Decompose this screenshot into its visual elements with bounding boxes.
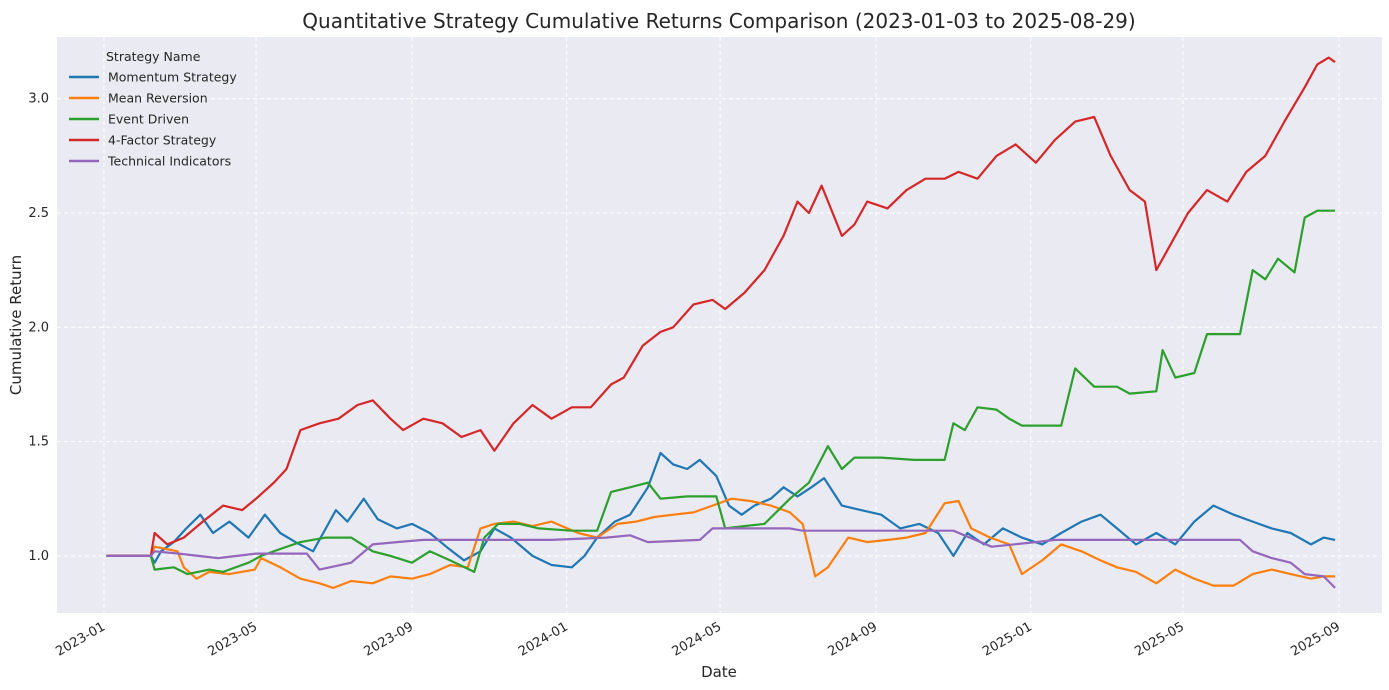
- legend-label-technical-indicators: Technical Indicators: [107, 154, 231, 169]
- x-tick-label: 2023-09: [361, 619, 416, 659]
- plot-background: [57, 37, 1382, 613]
- series-line-event-driven: [106, 209, 1336, 576]
- y-axis-label: Cumulative Return: [7, 255, 25, 395]
- y-tick-label: 2.0: [28, 320, 49, 335]
- legend-label-momentum-strategy: Momentum Strategy: [108, 70, 237, 85]
- x-tick-layer: 2023-01 2023-05 2023-09 2024-01 2024-05 2024-…: [53, 619, 1343, 659]
- x-tick-label: 2025-09: [1288, 619, 1343, 659]
- legend-label-mean-reversion: Mean Reversion: [108, 91, 208, 106]
- grid-layer: [57, 37, 1382, 613]
- y-tick-label: 1.0: [28, 549, 49, 564]
- x-tick-label: 2024-09: [826, 619, 881, 659]
- legend: Strategy Name Momentum Strategy Mean Reve…: [69, 49, 237, 169]
- x-axis-label: Date: [701, 663, 737, 681]
- y-tick-label: 3.0: [28, 92, 49, 107]
- series-line-4-factor-strategy: [106, 56, 1336, 557]
- x-tick-label: 2024-05: [670, 619, 725, 659]
- series-line-mean-reversion: [106, 497, 1336, 589]
- y-tick-label: 2.5: [28, 206, 49, 221]
- x-tick-label: 2025-05: [1132, 619, 1187, 659]
- chart-title: Quantitative Strategy Cumulative Returns…: [302, 9, 1135, 33]
- y-tick-layer: 1.0 1.5 2.0 2.5 3.0: [28, 92, 49, 564]
- legend-label-event-driven: Event Driven: [108, 112, 189, 127]
- legend-label-4-factor-strategy: 4-Factor Strategy: [108, 133, 217, 148]
- x-tick-label: 2023-05: [206, 619, 261, 659]
- x-tick-label: 2023-01: [53, 619, 108, 659]
- legend-items: Momentum Strategy Mean Reversion Event Dri…: [69, 70, 237, 169]
- series-line-technical-indicators: [106, 527, 1336, 589]
- y-tick-label: 1.5: [28, 435, 49, 450]
- legend-title: Strategy Name: [106, 49, 201, 64]
- x-tick-label: 2024-01: [516, 619, 571, 659]
- series-layer: [106, 56, 1336, 589]
- x-tick-label: 2025-01: [980, 619, 1035, 659]
- series-line-momentum-strategy: [106, 451, 1336, 569]
